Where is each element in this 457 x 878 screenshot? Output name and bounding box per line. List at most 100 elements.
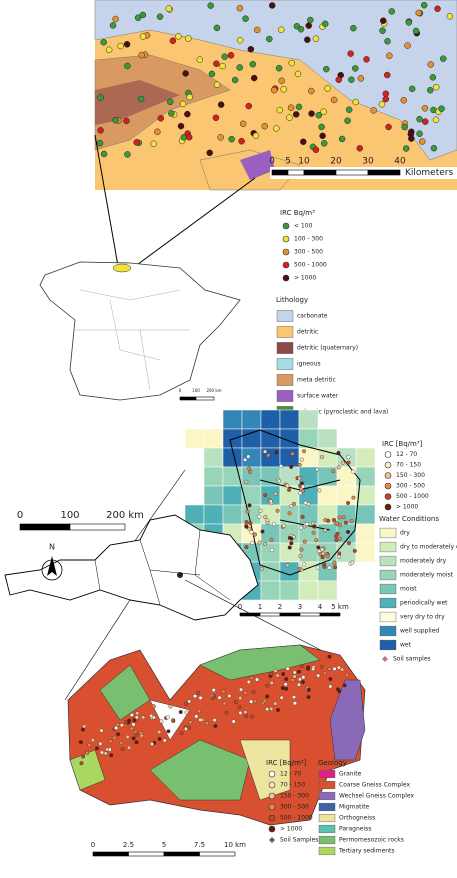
legend-title: Water Conditions <box>379 515 439 523</box>
north-label: N <box>49 543 55 552</box>
sample-dot <box>415 9 422 17</box>
sample-dot <box>320 547 325 552</box>
legend-label: Soil samples <box>393 656 431 663</box>
scale-label: 7.5 <box>194 841 205 849</box>
legend-marker <box>384 451 392 458</box>
legend-swatch <box>379 597 397 609</box>
sample-dot <box>334 538 339 543</box>
sample-dot <box>247 526 252 531</box>
sample-dot <box>322 671 327 676</box>
sample-dot <box>357 75 365 82</box>
sample-dot <box>244 520 249 525</box>
sample-dot <box>269 537 274 542</box>
sample-dot <box>105 46 113 54</box>
grid-cell <box>203 428 224 449</box>
sample-dot <box>320 108 327 115</box>
sample-points <box>243 449 357 572</box>
sample-dot <box>274 450 279 455</box>
sample-dot <box>196 690 201 695</box>
grid-cell <box>222 485 243 506</box>
sample-dot <box>94 746 99 751</box>
legend-marker <box>269 837 275 843</box>
sample-dot <box>308 110 315 117</box>
sample-dot <box>213 81 221 88</box>
legend-label: Paragneiss <box>339 826 371 833</box>
sample-dot <box>124 62 131 70</box>
legend-swatch <box>379 611 397 623</box>
grid-cell <box>241 485 262 506</box>
sample-dot <box>285 483 290 488</box>
scale-label: 10 <box>298 157 310 167</box>
zoom-line <box>184 579 341 661</box>
sample-dot <box>306 695 311 700</box>
overview-scale: 0 100 200 km <box>17 510 144 531</box>
scale-label: 40 <box>394 157 406 167</box>
sample-dot <box>336 450 341 455</box>
sample-dot <box>261 122 268 130</box>
sample-points <box>78 654 349 766</box>
sample-dot <box>273 125 280 132</box>
sample-dot <box>254 677 259 682</box>
sample-dot <box>427 87 434 94</box>
sample-dot <box>247 45 255 53</box>
sample-dot <box>177 122 185 130</box>
sample-dot <box>421 105 429 112</box>
sample-dot <box>123 720 128 725</box>
sample-dot <box>320 140 328 147</box>
grid-cell <box>317 523 338 544</box>
sample-dot <box>352 65 359 72</box>
scale-label: 4 <box>318 603 323 611</box>
grid-cell <box>298 409 319 430</box>
sample-dot <box>297 677 302 682</box>
grid-cell <box>355 466 376 487</box>
legend-label: > 1000 <box>396 504 418 511</box>
scale-segment <box>19 523 71 531</box>
legend-marker <box>384 503 392 511</box>
sample-dot <box>217 695 222 700</box>
legend-marker <box>282 235 290 243</box>
scale-segment <box>271 169 289 176</box>
geology-legend: Geology Granite Coarse Gneiss Complex Wechs… <box>318 759 415 856</box>
legend-swatch <box>379 625 397 637</box>
legend-label: dry <box>400 530 410 537</box>
sample-dot <box>408 85 416 93</box>
sample-dot <box>99 728 104 733</box>
sample-dot <box>273 491 278 496</box>
sample-dot <box>346 500 351 505</box>
sample-dot <box>429 74 437 81</box>
sample-dot <box>117 42 124 50</box>
sample-dot <box>346 460 351 465</box>
sample-dot <box>333 565 338 570</box>
sample-dot <box>352 98 360 106</box>
meta-detritic-area <box>94 54 231 151</box>
sample-dot <box>439 55 447 62</box>
sample-dot <box>328 684 333 689</box>
sample-dot <box>236 64 243 71</box>
sample-dot <box>82 724 87 729</box>
sample-dot <box>134 14 142 21</box>
sample-dot <box>311 666 316 671</box>
legend-label: 70 - 150 <box>396 462 421 469</box>
scale-label: 0 <box>179 388 182 393</box>
legend-label: 150 - 300 <box>280 793 309 800</box>
sample-dot <box>401 123 408 131</box>
sample-dot <box>388 8 395 15</box>
sample-dot <box>351 495 356 500</box>
sample-dot <box>169 37 177 44</box>
sample-dot <box>346 541 351 546</box>
sample-dot <box>134 732 139 737</box>
sample-dot <box>305 22 312 29</box>
legend-label: 500 - 1000 <box>294 262 327 269</box>
sample-dot <box>330 96 338 104</box>
legend-label: detritic (quaternary) <box>297 345 358 352</box>
sample-dot <box>306 687 311 692</box>
legend-label: wet <box>400 642 412 649</box>
scale-label: 5 <box>162 841 166 849</box>
sample-dot <box>281 523 286 528</box>
legend-marker <box>268 814 276 822</box>
quaternary-area <box>95 80 180 125</box>
sample-dot <box>405 19 413 26</box>
sample-dot <box>316 545 321 550</box>
grid-cell <box>355 447 376 468</box>
sample-dot <box>276 106 284 114</box>
